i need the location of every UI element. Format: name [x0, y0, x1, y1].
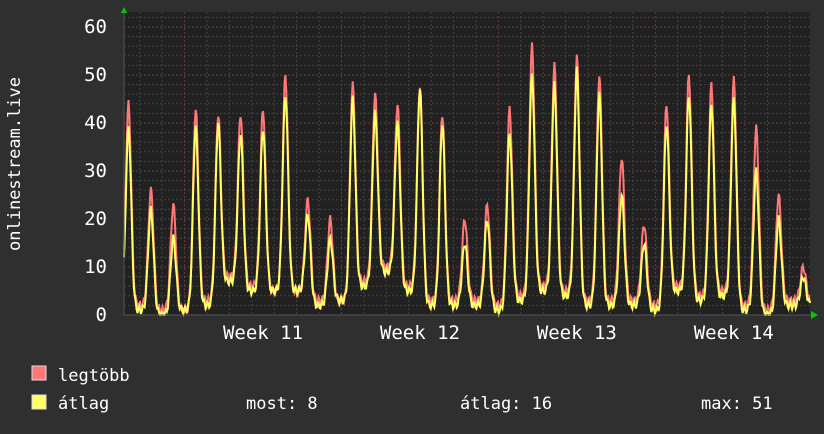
y-tick-label: 20 [84, 208, 107, 230]
legend-label-avg: átlag [58, 394, 109, 414]
y-axis-ticks: 0 10 20 30 40 50 60 [84, 16, 107, 326]
y-axis-arrow-icon [121, 7, 127, 13]
legend: legtöbb átlag most: 8 átlag: 16 max: 51 [31, 365, 773, 414]
series-line-avg [123, 66, 811, 318]
x-tick-label: Week 13 [537, 322, 617, 344]
x-axis-ticks: Week 11 Week 12 Week 13 Week 14 [223, 322, 774, 344]
stat-avg: átlag: 16 [460, 394, 552, 414]
x-axis-arrow-icon [811, 311, 818, 319]
y-tick-label: 30 [84, 160, 107, 182]
legend-label-max: legtöbb [58, 366, 130, 386]
y-tick-label: 0 [96, 304, 107, 326]
y-axis-label: onlinestream.live [5, 77, 25, 251]
y-tick-label: 40 [84, 112, 107, 134]
series-lines [123, 42, 811, 318]
x-tick-label: Week 11 [223, 322, 303, 344]
legend-swatch-avg [31, 394, 47, 410]
grid [124, 12, 810, 316]
y-tick-label: 60 [84, 16, 107, 38]
x-tick-label: Week 14 [694, 322, 774, 344]
y-tick-label: 10 [84, 256, 107, 278]
y-tick-label: 50 [84, 64, 107, 86]
stat-now: most: 8 [246, 394, 318, 414]
x-tick-label: Week 12 [380, 322, 460, 344]
legend-swatch-max [31, 365, 47, 381]
stat-max: max: 51 [701, 394, 773, 414]
